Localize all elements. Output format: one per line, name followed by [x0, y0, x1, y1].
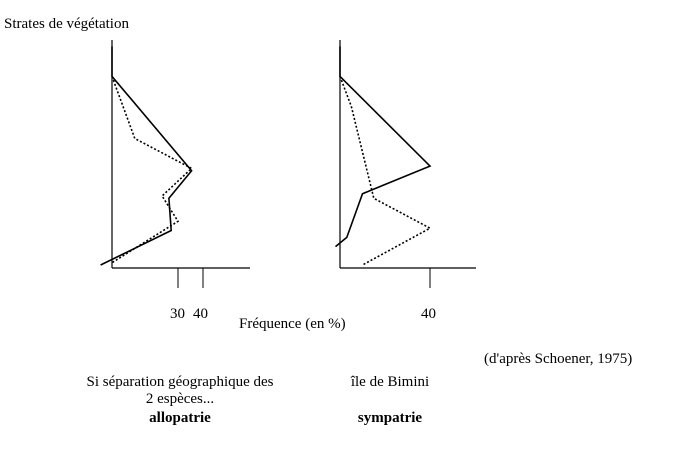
x-tick-label-30: 30	[170, 306, 185, 322]
bimini-caption: île de Bimini	[350, 374, 430, 390]
allopatrie-panel	[100, 40, 250, 288]
allopatrie-label: allopatrie	[149, 410, 211, 426]
caption-line-2: 2 espèces...	[145, 391, 215, 407]
dotted-series-line	[339, 76, 432, 266]
solid-series-line	[100, 46, 193, 266]
sympatrie-label: sympatrie	[357, 410, 423, 426]
caption-line-1: Si séparation géographique des	[86, 374, 274, 390]
x-tick-label-40: 40	[193, 306, 208, 322]
y-axis-label: Strates de végétation	[4, 16, 129, 32]
solid-series-line	[334, 46, 432, 248]
dotted-series-line	[111, 76, 193, 264]
x-axis-label: Fréquence (en %)	[239, 316, 346, 332]
sympatrie-panel	[334, 40, 476, 288]
source-note: (d'après Schoener, 1975)	[484, 351, 633, 367]
x-tick-label-40-right: 40	[421, 306, 436, 322]
